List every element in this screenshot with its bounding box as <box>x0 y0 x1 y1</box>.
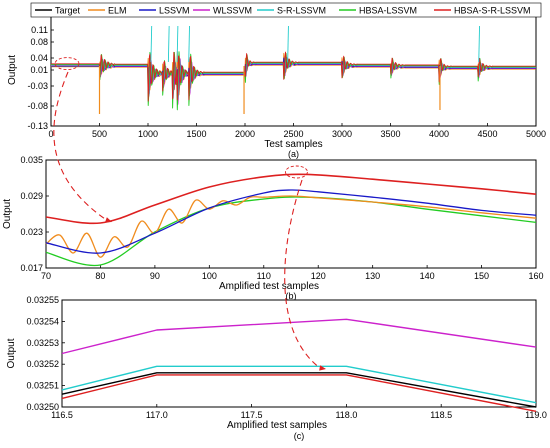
x-tick-label: 116.5 <box>51 410 73 420</box>
y-tick-label: 0.03253 <box>26 338 59 348</box>
y-axis-label: Output <box>7 55 18 85</box>
series-line-hbsa-s-r-lssvm <box>45 173 537 225</box>
x-axis-label: Test samples <box>264 139 322 150</box>
zoom-arrow-a-to-b <box>53 71 109 222</box>
legend-label: S-R-LSSVM <box>277 6 326 16</box>
x-tick-label: 100 <box>202 271 217 281</box>
x-tick-label: 2000 <box>235 129 255 139</box>
legend-label: HBSA-S-R-LSSVM <box>454 6 531 16</box>
x-tick-label: 1000 <box>138 129 158 139</box>
zoom-ellipse-a <box>54 57 80 71</box>
x-tick-label: 90 <box>150 271 160 281</box>
series-line-s-r-lssvm <box>61 365 537 404</box>
y-tick-label: 0.03254 <box>26 316 59 326</box>
zoom-ellipse-b <box>284 165 308 179</box>
y-tick-label: 0.03251 <box>26 381 59 391</box>
x-tick-label: 5000 <box>526 129 546 139</box>
x-axis-label: Amplified test samples <box>219 281 319 292</box>
zoom-arrow-a-to-b-head <box>105 217 112 223</box>
series-line-elm <box>45 195 537 258</box>
x-tick-label: 3000 <box>332 129 352 139</box>
y-tick-label: 0.03250 <box>26 402 59 412</box>
x-tick-label: 130 <box>365 271 380 281</box>
legend-label: LSSVM <box>159 6 190 16</box>
y-tick-label: 0.035 <box>20 155 43 165</box>
y-axis-label: Output <box>2 199 13 229</box>
x-tick-label: 4500 <box>477 129 497 139</box>
series-line-wlssvm <box>51 56 536 105</box>
legend-box <box>30 2 542 18</box>
panel-caption: (c) <box>294 431 305 441</box>
x-tick-label: 160 <box>528 271 543 281</box>
y-tick-label: 0.017 <box>20 263 43 273</box>
x-tick-label: 117.5 <box>241 410 263 420</box>
peak-spike <box>150 25 153 63</box>
x-tick-label: 110 <box>257 271 271 281</box>
x-tick-label: 4000 <box>429 129 449 139</box>
peak-spike <box>478 25 480 63</box>
peak-spike <box>176 25 179 63</box>
plot-frame-0 <box>50 13 537 127</box>
zoom-arrow-b-to-c-head <box>319 365 326 371</box>
x-tick-label: 70 <box>41 271 51 281</box>
series-line-hbsa-s-r-lssvm <box>61 374 537 412</box>
series-line-wlssvm <box>61 318 537 355</box>
zoom-arrow-b-to-c <box>284 179 321 369</box>
x-tick-label: 0 <box>48 129 53 139</box>
peak-spike <box>287 25 289 63</box>
series-line-hbsa-lssvm <box>45 196 537 267</box>
peak-spike <box>188 25 190 63</box>
y-axis-label: Output <box>6 338 17 368</box>
x-tick-label: 2500 <box>283 129 303 139</box>
y-tick-label: 0.023 <box>20 227 43 237</box>
x-tick-label: 140 <box>420 271 435 281</box>
x-tick-label: 118.5 <box>430 410 452 420</box>
y-tick-label: 0.03252 <box>26 359 59 369</box>
x-tick-label: 119.0 <box>525 410 547 420</box>
legend-label: Target <box>55 6 81 16</box>
legend-label: HBSA-LSSVM <box>359 6 417 16</box>
x-tick-label: 80 <box>95 271 105 281</box>
y-tick-label: 0.11 <box>31 25 48 35</box>
x-tick-label: 120 <box>311 271 326 281</box>
x-tick-label: 150 <box>474 271 489 281</box>
panel-caption: (b) <box>286 291 297 301</box>
panel-caption: (a) <box>288 149 299 159</box>
x-tick-label: 1500 <box>186 129 206 139</box>
y-tick-label: -0.13 <box>27 121 48 131</box>
series-line-target <box>61 372 537 408</box>
x-tick-label: 500 <box>92 129 107 139</box>
y-tick-label: 0.04 <box>30 53 48 63</box>
y-tick-label: 0.01 <box>30 65 48 75</box>
plot-frame-2 <box>61 299 537 408</box>
y-tick-label: -0.08 <box>27 101 48 111</box>
legend-label: WLSSVM <box>213 6 252 16</box>
x-tick-label: 3500 <box>380 129 400 139</box>
series-line-lssvm <box>45 189 537 254</box>
x-tick-label: 118.0 <box>335 410 357 420</box>
legend-label: ELM <box>108 6 127 16</box>
y-tick-label: 0.029 <box>20 191 43 201</box>
x-tick-label: 117.0 <box>146 410 168 420</box>
y-tick-label: 0.08 <box>30 37 48 47</box>
series-line-hbsa-s-r-lssvm <box>51 51 536 102</box>
peak-spike <box>167 25 170 63</box>
y-tick-label: -0.03 <box>27 81 48 91</box>
x-axis-label: Amplified test samples <box>227 420 327 431</box>
y-tick-label: 0.03255 <box>26 295 59 305</box>
